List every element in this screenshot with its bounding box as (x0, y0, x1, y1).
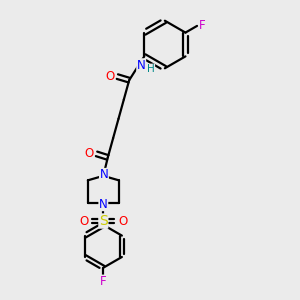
Text: N: N (100, 169, 108, 182)
Text: O: O (106, 70, 115, 83)
Text: H: H (147, 64, 154, 74)
Text: O: O (118, 214, 127, 227)
Text: O: O (85, 147, 94, 161)
Text: O: O (80, 214, 88, 227)
Text: N: N (137, 59, 146, 72)
Text: F: F (100, 275, 106, 288)
Text: S: S (99, 214, 108, 228)
Text: F: F (199, 20, 206, 32)
Text: N: N (99, 198, 108, 211)
